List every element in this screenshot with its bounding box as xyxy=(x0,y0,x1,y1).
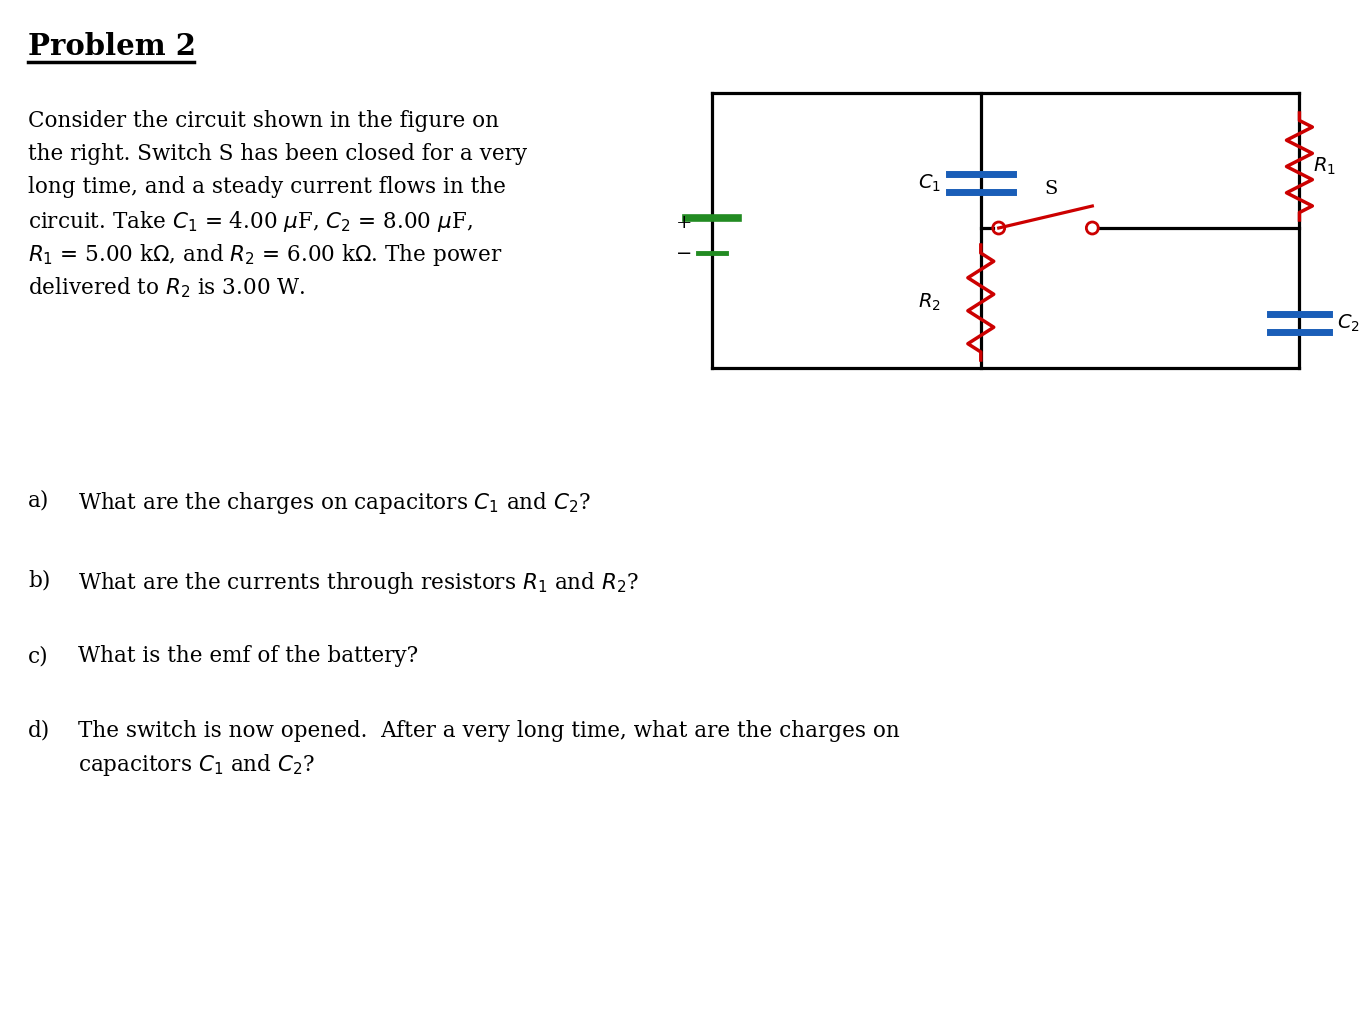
Text: circuit. Take $C_1$ = 4.00 $\mu$F, $C_2$ = 8.00 $\mu$F,: circuit. Take $C_1$ = 4.00 $\mu$F, $C_2$… xyxy=(27,210,472,234)
Text: capacitors $C_1$ and $C_2$?: capacitors $C_1$ and $C_2$? xyxy=(78,752,315,778)
Text: the right. Switch S has been closed for a very: the right. Switch S has been closed for … xyxy=(27,143,527,165)
Text: a): a) xyxy=(27,490,49,512)
Text: $C_1$: $C_1$ xyxy=(919,172,940,193)
Text: delivered to $R_2$ is 3.00 W.: delivered to $R_2$ is 3.00 W. xyxy=(27,275,306,300)
Text: −: − xyxy=(676,244,692,262)
Text: S: S xyxy=(1044,180,1057,198)
Text: Consider the circuit shown in the figure on: Consider the circuit shown in the figure… xyxy=(27,110,498,132)
Text: long time, and a steady current flows in the: long time, and a steady current flows in… xyxy=(27,176,506,198)
Text: $R_2$: $R_2$ xyxy=(919,292,940,313)
Text: What are the charges on capacitors $C_1$ and $C_2$?: What are the charges on capacitors $C_1$… xyxy=(78,490,591,516)
Text: Problem 2: Problem 2 xyxy=(27,32,197,61)
Text: $R_1$: $R_1$ xyxy=(1313,156,1336,177)
Text: +: + xyxy=(676,215,692,233)
Text: $R_1$ = 5.00 k$\Omega$, and $R_2$ = 6.00 k$\Omega$. The power: $R_1$ = 5.00 k$\Omega$, and $R_2$ = 6.00… xyxy=(27,242,502,268)
Text: c): c) xyxy=(27,645,49,667)
Text: d): d) xyxy=(27,720,51,742)
Text: b): b) xyxy=(27,570,51,592)
Text: $C_2$: $C_2$ xyxy=(1338,312,1360,334)
Text: What are the currents through resistors $R_1$ and $R_2$?: What are the currents through resistors … xyxy=(78,570,639,596)
Text: What is the emf of the battery?: What is the emf of the battery? xyxy=(78,645,418,667)
Text: The switch is now opened.  After a very long time, what are the charges on: The switch is now opened. After a very l… xyxy=(78,720,900,742)
